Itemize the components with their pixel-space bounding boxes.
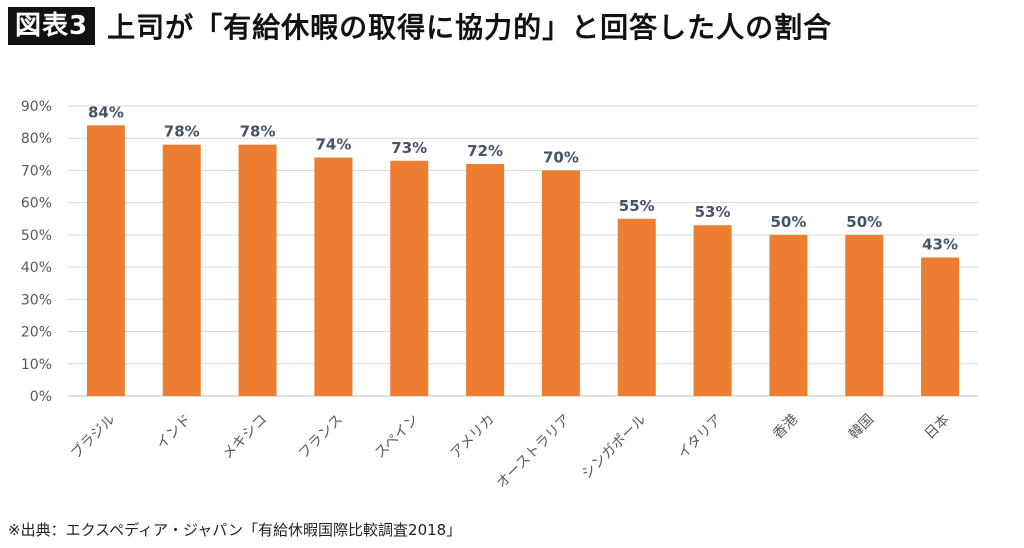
- x-tick-label: フランス: [296, 412, 347, 463]
- bar: [617, 218, 656, 396]
- x-tick-label: 韓国: [846, 412, 877, 443]
- data-label: 50%: [846, 213, 882, 231]
- x-tick-label: ブラジル: [67, 411, 118, 462]
- bar: [541, 170, 580, 396]
- bars: [86, 125, 960, 397]
- x-tick-label: メキシコ: [220, 412, 271, 463]
- x-tick-label: 日本: [922, 412, 953, 443]
- x-tick-label: イタリア: [675, 412, 726, 463]
- data-label: 74%: [315, 136, 351, 154]
- y-tick-label: 70%: [21, 163, 52, 179]
- gridlines: [68, 105, 978, 397]
- data-label: 70%: [543, 148, 579, 166]
- bar: [466, 164, 505, 396]
- y-tick-label: 20%: [21, 325, 52, 341]
- data-label: 50%: [770, 213, 806, 231]
- x-tick-label: オーストラリア: [494, 412, 574, 492]
- y-tick-label: 50%: [21, 228, 52, 244]
- data-labels: 84% 78% 78% 74% 73% 72% 70% 55% 53% 50% 50% 43%: [88, 103, 958, 253]
- bar: [314, 157, 353, 396]
- y-tick-label: 80%: [21, 131, 52, 147]
- x-tick-label: アメリカ: [447, 412, 497, 462]
- bar: [845, 234, 884, 396]
- y-tick-label: 10%: [21, 357, 52, 373]
- bar-chart: 0% 10% 20% 30% 40% 50% 60% 70% 80% 90% 84% 78% 78% 7…: [21, 99, 978, 492]
- y-tick-label: 90%: [21, 99, 52, 115]
- chart-header: 図表3 上司が「有給休暇の取得に協力的」と回答した人の割合: [8, 6, 832, 46]
- bar: [390, 160, 429, 396]
- bar: [86, 125, 125, 397]
- x-tick-label: スペイン: [372, 412, 422, 462]
- data-label: 53%: [695, 203, 731, 221]
- bar: [162, 144, 201, 396]
- y-tick-label: 60%: [21, 196, 52, 212]
- data-label: 78%: [164, 123, 200, 141]
- bar: [238, 144, 277, 396]
- source-note: ※出典：エクスペディア・ジャパン「有給休暇国際比較調査2018」: [8, 521, 462, 539]
- y-tick-label: 40%: [21, 260, 52, 276]
- data-label: 72%: [467, 142, 503, 160]
- x-tick-label: シンガポール: [579, 412, 650, 483]
- data-label: 78%: [240, 123, 276, 141]
- y-tick-label: 30%: [21, 292, 52, 308]
- data-label: 73%: [391, 139, 427, 157]
- data-label: 43%: [922, 235, 958, 253]
- y-axis-ticks: 0% 10% 20% 30% 40% 50% 60% 70% 80% 90%: [21, 99, 52, 405]
- data-label: 84%: [88, 103, 124, 121]
- x-tick-label: 香港: [770, 412, 801, 443]
- bar: [921, 257, 960, 396]
- figure-tag: 図表3: [8, 7, 96, 45]
- x-tick-label: インド: [154, 412, 195, 453]
- y-tick-label: 0%: [30, 389, 52, 405]
- data-label: 55%: [619, 197, 655, 215]
- bar: [769, 234, 808, 396]
- bar: [693, 225, 732, 396]
- chart-title: 上司が「有給休暇の取得に協力的」と回答した人の割合: [107, 11, 833, 44]
